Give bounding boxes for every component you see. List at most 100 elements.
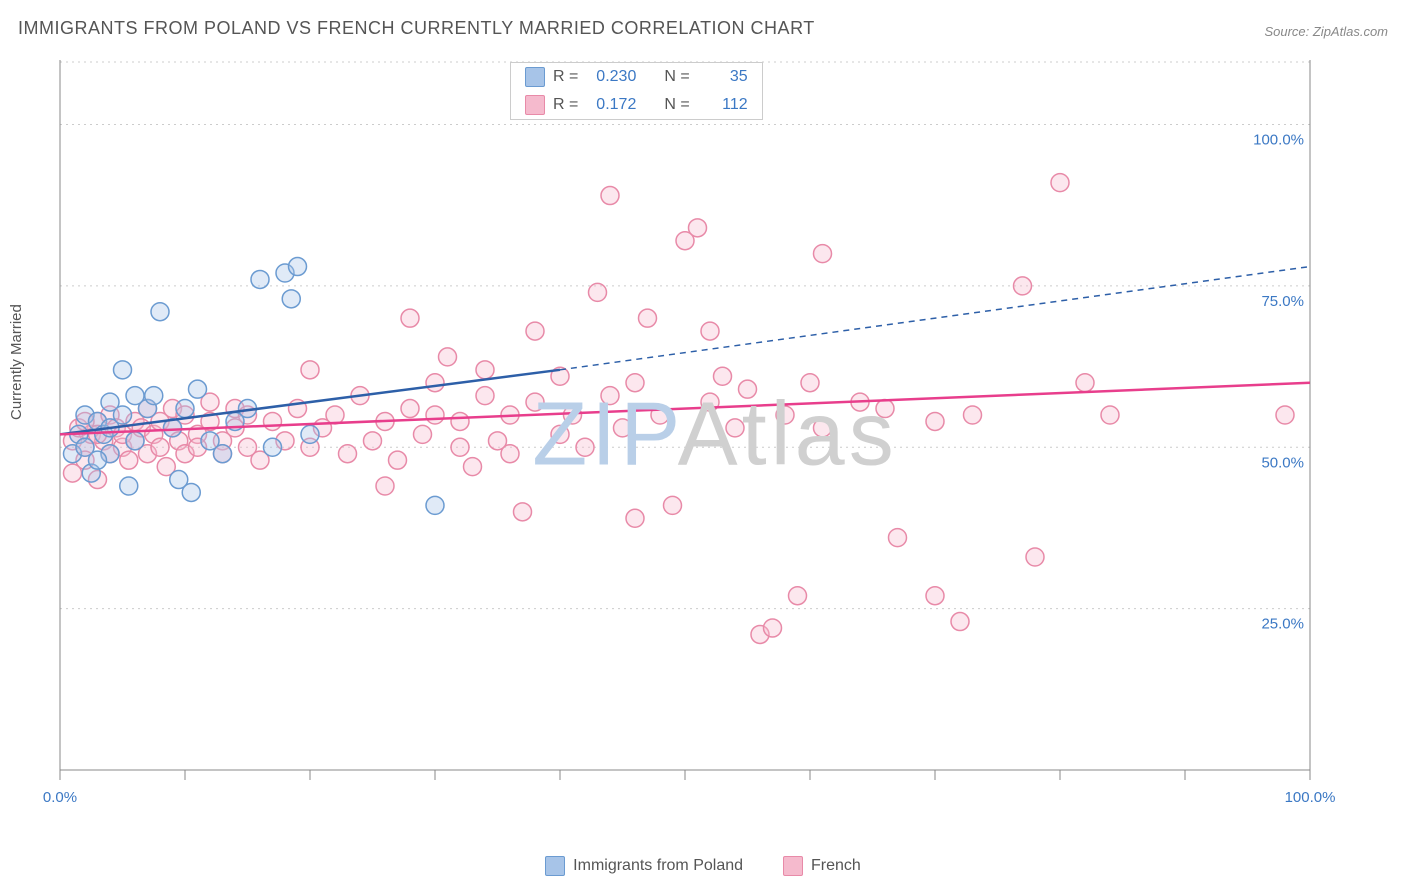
svg-text:0.0%: 0.0% (43, 789, 77, 806)
data-point (301, 425, 319, 443)
data-point (876, 400, 894, 418)
plot-area: 25.0%50.0%75.0%100.0%0.0%100.0% R =0.230… (50, 60, 1380, 810)
y-axis-label: Currently Married (8, 304, 25, 420)
legend-n-value: 35 (698, 68, 748, 86)
data-point (414, 425, 432, 443)
legend-r-label: R = (553, 96, 578, 114)
data-point (114, 361, 132, 379)
data-point (814, 419, 832, 437)
data-point (501, 445, 519, 463)
data-point (476, 387, 494, 405)
data-point (176, 400, 194, 418)
data-point (1101, 406, 1119, 424)
series-legend-label: Immigrants from Poland (573, 857, 743, 875)
data-point (639, 309, 657, 327)
data-point (401, 400, 419, 418)
data-point (1051, 174, 1069, 192)
data-point (801, 374, 819, 392)
data-point (451, 438, 469, 456)
data-point (376, 477, 394, 495)
legend-r-value: 0.230 (586, 68, 636, 86)
data-point (151, 303, 169, 321)
data-point (282, 290, 300, 308)
data-point (126, 387, 144, 405)
data-point (614, 419, 632, 437)
page: IMMIGRANTS FROM POLAND VS FRENCH CURRENT… (0, 0, 1406, 892)
data-point (126, 432, 144, 450)
data-point (889, 529, 907, 547)
data-point (814, 245, 832, 263)
source-label: Source: ZipAtlas.com (1264, 24, 1388, 39)
data-point (926, 587, 944, 605)
data-point (389, 451, 407, 469)
legend-r-value: 0.172 (586, 96, 636, 114)
data-point (476, 361, 494, 379)
data-point (726, 419, 744, 437)
data-point (589, 283, 607, 301)
svg-text:50.0%: 50.0% (1261, 454, 1304, 471)
data-point (251, 270, 269, 288)
data-point (339, 445, 357, 463)
data-point (464, 458, 482, 476)
data-point (714, 367, 732, 385)
data-point (145, 387, 163, 405)
data-point (601, 187, 619, 205)
data-point (789, 587, 807, 605)
data-point (739, 380, 757, 398)
svg-text:75.0%: 75.0% (1261, 293, 1304, 310)
data-point (626, 509, 644, 527)
data-point (1026, 548, 1044, 566)
svg-text:100.0%: 100.0% (1253, 132, 1304, 149)
data-point (89, 451, 107, 469)
data-point (764, 619, 782, 637)
data-point (189, 380, 207, 398)
series-legend-label: French (811, 857, 861, 875)
data-point (326, 406, 344, 424)
data-point (301, 361, 319, 379)
data-point (364, 432, 382, 450)
data-point (964, 406, 982, 424)
data-point (776, 406, 794, 424)
series-legend: Immigrants from Poland French (0, 856, 1406, 876)
correlation-legend: R = 0.230 N = 35 R = 0.172 N = 112 (510, 62, 763, 120)
data-point (426, 406, 444, 424)
legend-r-label: R = (553, 68, 578, 86)
data-point (214, 445, 232, 463)
legend-n-label: N = (664, 68, 689, 86)
data-point (951, 613, 969, 631)
data-point (264, 438, 282, 456)
data-point (151, 438, 169, 456)
trend-line-extrapolated (560, 267, 1310, 370)
data-point (401, 309, 419, 327)
series-legend-item: Immigrants from Poland (545, 856, 743, 876)
legend-swatch (545, 856, 565, 876)
series-legend-item: French (783, 856, 861, 876)
data-point (120, 451, 138, 469)
legend-swatch (525, 67, 545, 87)
data-point (564, 406, 582, 424)
data-point (182, 483, 200, 501)
data-point (514, 503, 532, 521)
data-point (64, 464, 82, 482)
data-point (1014, 277, 1032, 295)
legend-n-value: 112 (698, 96, 748, 114)
svg-text:100.0%: 100.0% (1285, 789, 1336, 806)
data-point (626, 374, 644, 392)
svg-text:25.0%: 25.0% (1261, 616, 1304, 633)
data-point (426, 496, 444, 514)
legend-swatch (525, 95, 545, 115)
data-point (551, 425, 569, 443)
data-point (664, 496, 682, 514)
data-point (1276, 406, 1294, 424)
data-point (451, 412, 469, 430)
data-point (926, 412, 944, 430)
scatter-plot-svg: 25.0%50.0%75.0%100.0%0.0%100.0% (50, 60, 1380, 810)
data-point (701, 322, 719, 340)
legend-n-label: N = (664, 96, 689, 114)
data-point (576, 438, 594, 456)
data-point (289, 258, 307, 276)
data-point (601, 387, 619, 405)
legend-swatch (783, 856, 803, 876)
data-point (120, 477, 138, 495)
chart-title: IMMIGRANTS FROM POLAND VS FRENCH CURRENT… (18, 18, 815, 39)
